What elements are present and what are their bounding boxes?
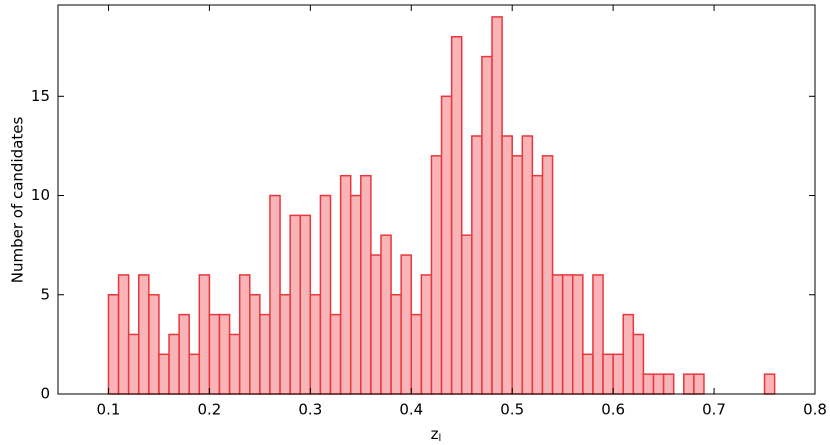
bar [501, 135, 513, 395]
x-label-sub: l [439, 433, 442, 444]
bar [178, 313, 190, 395]
bar [218, 313, 231, 395]
bar [551, 274, 564, 395]
x-axis-label: zl [431, 425, 442, 445]
bar [309, 294, 322, 395]
bar [188, 353, 201, 395]
bar [471, 135, 483, 395]
bar [319, 194, 332, 395]
bar [360, 174, 372, 395]
bar [117, 274, 130, 395]
bar [238, 274, 251, 395]
x-tick-label: 0.2 [197, 401, 221, 419]
y-tick-label: 15 [31, 87, 50, 105]
bar [249, 294, 261, 395]
bar [279, 294, 291, 395]
bar [481, 55, 493, 395]
x-label-main: z [431, 425, 439, 443]
x-tick-label: 0.1 [97, 401, 121, 419]
bar [137, 274, 150, 395]
bar [168, 333, 180, 395]
bar [158, 353, 170, 395]
bar [561, 274, 574, 395]
plot-frame [57, 4, 816, 395]
bar [662, 373, 675, 395]
bar [622, 313, 635, 395]
bar [602, 353, 614, 395]
x-tick-label: 0.3 [298, 401, 322, 419]
bar [380, 234, 392, 395]
bar [299, 214, 312, 395]
bar [289, 214, 301, 395]
bar [683, 373, 695, 395]
bar [541, 155, 554, 395]
bar [198, 274, 211, 395]
y-axis-label: Number of candidates [9, 117, 27, 284]
bar [148, 294, 160, 395]
bar [420, 274, 433, 395]
x-tick-label: 0.6 [601, 401, 625, 419]
bar [127, 333, 140, 395]
bar [430, 155, 443, 395]
bar [107, 294, 120, 395]
bar [511, 155, 524, 395]
bar [410, 313, 423, 395]
bar [582, 353, 594, 395]
bar [531, 174, 544, 395]
bar [400, 254, 413, 395]
x-tick-label: 0.8 [803, 401, 827, 419]
bar [269, 194, 281, 395]
bar [693, 373, 705, 395]
y-tick-label: 0 [40, 385, 50, 403]
bar [642, 373, 655, 395]
bar [592, 274, 604, 395]
bar [491, 16, 503, 395]
bar [521, 135, 534, 395]
x-tick-label: 0.4 [399, 401, 423, 419]
y-tick-label: 5 [40, 285, 50, 303]
bar [329, 313, 342, 395]
bar [208, 313, 221, 395]
bar [652, 373, 665, 395]
bar [460, 234, 473, 395]
bar [612, 353, 624, 395]
bar [440, 95, 453, 395]
x-tick-label: 0.7 [702, 401, 726, 419]
bar [370, 254, 382, 395]
x-tick-label: 0.5 [500, 401, 524, 419]
bar [763, 373, 776, 395]
bar [632, 333, 645, 395]
bar [390, 294, 402, 395]
bar [349, 194, 362, 395]
bar [259, 313, 271, 395]
y-tick-label: 10 [31, 186, 50, 204]
bar [450, 36, 463, 395]
bar [572, 274, 584, 395]
bar [228, 333, 241, 395]
bar [339, 174, 352, 395]
